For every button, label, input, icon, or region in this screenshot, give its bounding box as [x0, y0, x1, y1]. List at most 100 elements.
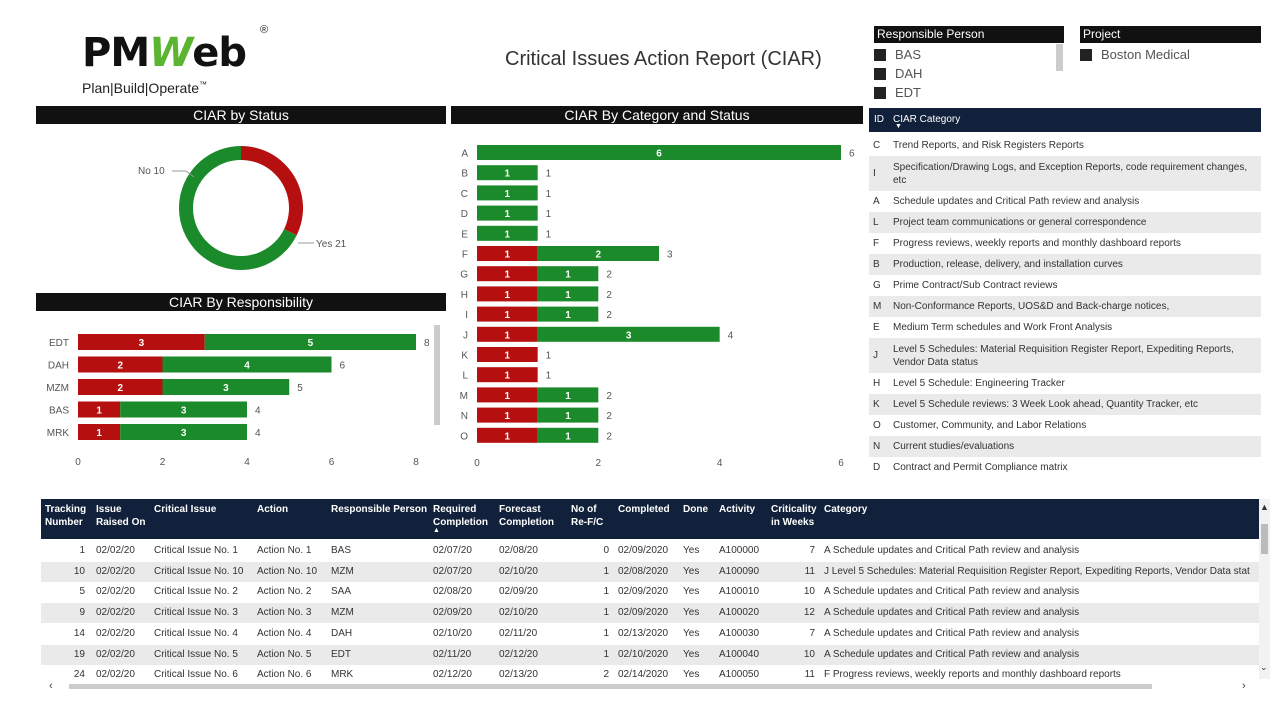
category-row[interactable]: L Project team communications or general … — [869, 212, 1261, 233]
bar-segment[interactable] — [477, 326, 538, 342]
bar-segment[interactable] — [477, 286, 538, 302]
tracking-number-header[interactable]: Tracking Number — [45, 504, 87, 528]
bar-segment[interactable] — [120, 401, 247, 418]
bar-segment[interactable] — [120, 424, 247, 440]
responsibility-scrollbar[interactable] — [434, 325, 440, 425]
scroll-left-icon[interactable]: ‹ — [49, 680, 53, 692]
bar-segment[interactable] — [537, 387, 599, 403]
slicer-option[interactable]: DAH — [874, 64, 1064, 83]
critical-issue-header[interactable]: Critical Issue — [154, 504, 217, 515]
scroll-thumb-horizontal[interactable] — [69, 684, 1152, 689]
bar-segment[interactable] — [477, 387, 538, 403]
bar-segment[interactable] — [477, 165, 538, 181]
scroll-up-icon[interactable]: ▲ — [1260, 502, 1269, 512]
slicer-option[interactable]: BAS — [874, 45, 1064, 64]
issues-grid-header[interactable]: Tracking Number Issue Raised On Critical I… — [41, 499, 1259, 539]
table-row[interactable]: 14 02/02/20 Critical Issue No. 4 Action No.… — [41, 624, 1259, 644]
category-header[interactable]: Category — [824, 504, 868, 515]
responsible-person-slicer[interactable]: Responsible Person BAS DAH EDT — [874, 26, 1064, 102]
category-table-header[interactable]: ID CIAR Category ▼ — [869, 108, 1261, 132]
responsibility-bar-chart[interactable]: EDT 3 5 8 DAH 2 4 6 MZM 2 3 5 BAS 1 3 4 MRK 1 3 4 0 2 4 6 8 — [36, 320, 446, 475]
category-row[interactable]: I Specification/Drawing Logs, and Excepti… — [869, 156, 1261, 191]
activity-header[interactable]: Activity — [719, 504, 756, 515]
bar-segment[interactable] — [537, 246, 659, 261]
bar-segment[interactable] — [78, 424, 121, 440]
bar-segment[interactable] — [162, 379, 290, 395]
bar-segment[interactable] — [477, 427, 538, 443]
status-donut-chart[interactable]: No 10 Yes 21 — [36, 125, 446, 285]
category-row[interactable]: M Non-Conformance Reports, UOS&D and Back… — [869, 296, 1261, 317]
bar-segment[interactable] — [477, 246, 538, 261]
bar-segment[interactable] — [477, 306, 538, 322]
refc-header[interactable]: No of Re-F/C — [571, 504, 604, 528]
category-row[interactable]: C Trend Reports, and Risk Registers Repor… — [869, 135, 1261, 156]
category-row[interactable]: K Level 5 Schedule reviews: 3 Week Look a… — [869, 394, 1261, 415]
table-row[interactable]: 10 02/02/20 Critical Issue No. 10 Action No… — [41, 561, 1259, 582]
category-row[interactable]: F Progress reviews, weekly reports and mo… — [869, 233, 1261, 254]
category-row[interactable]: J Level 5 Schedules: Material Requisition… — [869, 338, 1261, 373]
completed-header[interactable]: Completed — [618, 504, 670, 515]
bar-segment[interactable] — [537, 266, 599, 282]
table-row[interactable]: 19 02/02/20 Critical Issue No. 5 Action No.… — [41, 644, 1259, 665]
forecast-completion-header[interactable]: Forecast Completion — [499, 504, 554, 528]
table-row[interactable]: 5 02/02/20 Critical Issue No. 2 Action No. … — [41, 582, 1259, 602]
category-id: L — [873, 217, 879, 228]
bar-segment[interactable] — [78, 356, 163, 373]
category-column-header[interactable]: CIAR Category — [893, 114, 961, 125]
bar-segment[interactable] — [162, 356, 332, 373]
category-row[interactable]: D Contract and Permit Compliance matrix — [869, 457, 1261, 478]
action-header[interactable]: Action — [257, 504, 289, 515]
bar-segment[interactable] — [477, 367, 538, 383]
category-row[interactable]: G Prime Contract/Sub Contract reviews — [869, 275, 1261, 296]
bar-segment[interactable] — [477, 266, 538, 282]
table-row[interactable]: 24 02/02/20 Critical Issue No. 6 Action No.… — [41, 665, 1259, 685]
bar-segment[interactable] — [477, 185, 538, 201]
bar-segment[interactable] — [537, 427, 599, 443]
category-row[interactable]: A Schedule updates and Critical Path revi… — [869, 191, 1261, 212]
slicer-option[interactable]: Boston Medical — [1080, 45, 1261, 64]
scroll-down-icon[interactable]: ⌄ — [1260, 662, 1268, 672]
donut-slice-no[interactable] — [241, 146, 303, 236]
cell-forecast: 02/09/20 — [499, 586, 538, 598]
checkbox-icon[interactable] — [874, 86, 886, 99]
slicer-option[interactable]: EDT — [874, 83, 1064, 102]
category-row[interactable]: E Medium Term schedules and Work Front An… — [869, 317, 1261, 338]
bar-segment[interactable] — [204, 334, 416, 350]
bar-segment[interactable] — [78, 401, 121, 418]
bar-segment[interactable] — [78, 334, 205, 350]
raised-on-header[interactable]: Issue Raised On — [96, 504, 146, 528]
bar-segment[interactable] — [537, 326, 720, 342]
category-row[interactable]: B Production, release, delivery, and inst… — [869, 254, 1261, 275]
cell-required: 02/09/20 — [433, 607, 472, 619]
bar-segment[interactable] — [477, 145, 841, 160]
bar-segment[interactable] — [537, 306, 599, 322]
project-slicer[interactable]: Project Boston Medical — [1080, 26, 1261, 64]
scroll-right-icon[interactable]: › — [1242, 680, 1246, 692]
category-row[interactable]: O Customer, Community, and Labor Relation… — [869, 415, 1261, 436]
bar-segment[interactable] — [477, 205, 538, 221]
checkbox-icon[interactable] — [874, 48, 886, 61]
scroll-thumb[interactable] — [1261, 524, 1268, 554]
bar-segment[interactable] — [78, 379, 163, 395]
bar-segment[interactable] — [477, 407, 538, 423]
category-bar-chart[interactable]: A 6 6 B 1 1 C 1 1 D 1 1 E 1 1 F 1 2 3 G 1 1 2 H 1 1 2 I 1 1 2 J 1 3 4 K 1 1 L 1… — [451, 135, 863, 475]
bar-segment[interactable] — [477, 347, 538, 362]
table-row[interactable]: 9 02/02/20 Critical Issue No. 3 Action No. … — [41, 603, 1259, 624]
bar-segment[interactable] — [477, 225, 538, 241]
grid-vertical-scrollbar[interactable]: ▲ ⌄ — [1259, 499, 1270, 679]
responsible-person-header[interactable]: Responsible Person — [331, 504, 428, 515]
bar-segment[interactable] — [537, 286, 599, 302]
category-row[interactable]: H Level 5 Schedule: Engineering Tracker — [869, 373, 1261, 394]
category-tick-label: M — [460, 391, 468, 402]
slicer-scrollbar[interactable] — [1056, 44, 1063, 71]
checkbox-icon[interactable] — [874, 67, 886, 80]
bar-segment[interactable] — [537, 407, 599, 423]
grid-horizontal-scrollbar[interactable]: ‹ › — [41, 680, 1259, 693]
checkbox-icon[interactable] — [1080, 48, 1092, 61]
done-header[interactable]: Done — [683, 504, 708, 515]
criticality-header[interactable]: Criticality in Weeks — [771, 504, 817, 528]
id-column-header[interactable]: ID — [874, 114, 884, 125]
required-completion-header[interactable]: Required Completion — [433, 504, 488, 528]
category-row[interactable]: N Current studies/evaluations — [869, 436, 1261, 457]
table-row[interactable]: 1 02/02/20 Critical Issue No. 1 Action No. … — [41, 541, 1259, 561]
